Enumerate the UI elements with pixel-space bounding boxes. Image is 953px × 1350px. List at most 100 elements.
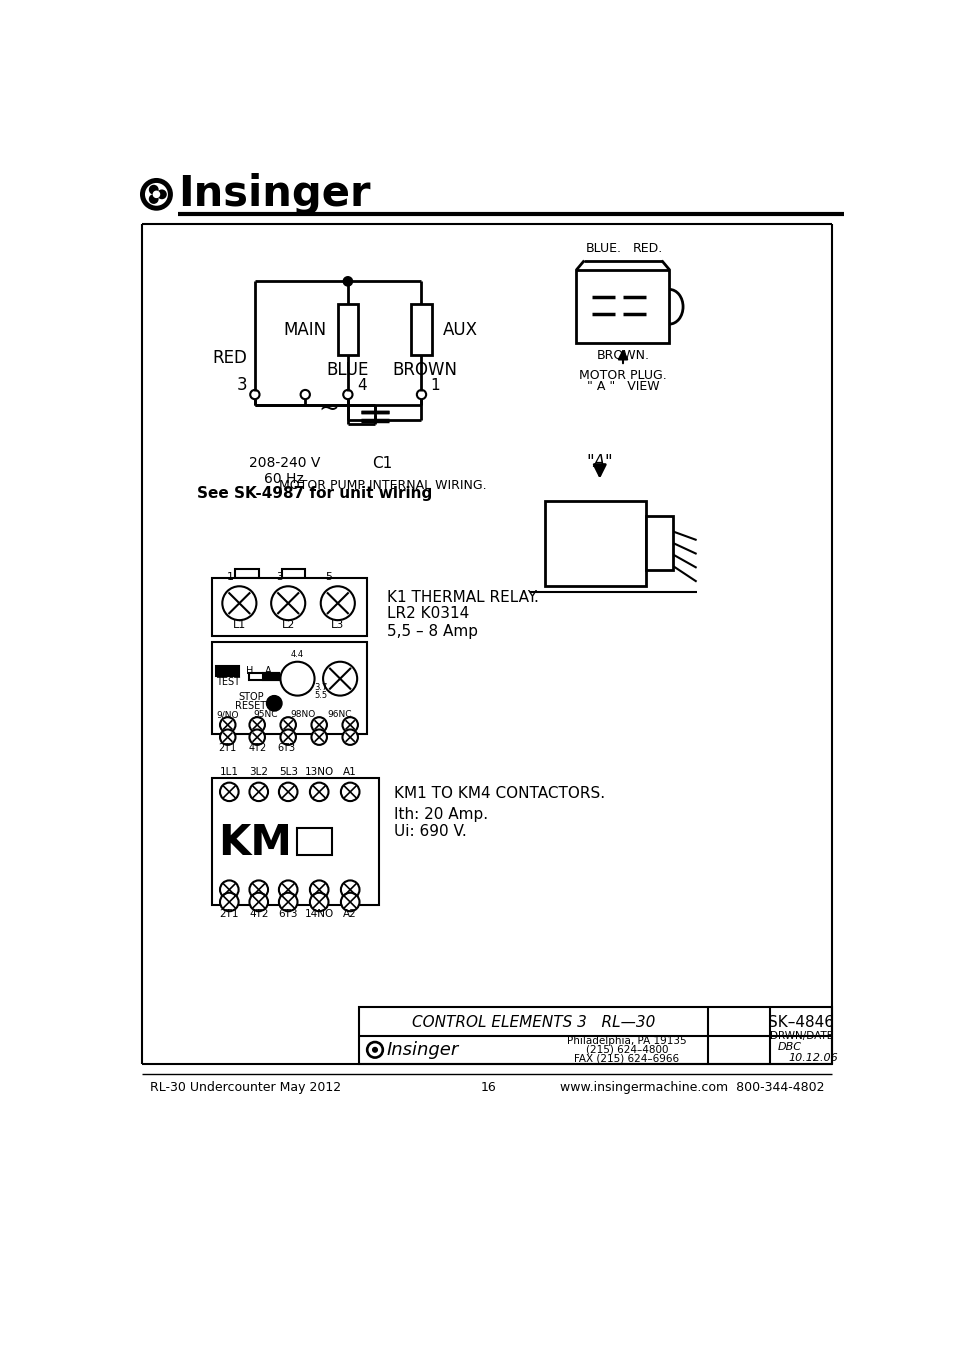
Text: 5,5 – 8 Amp: 5,5 – 8 Amp	[386, 624, 477, 639]
Circle shape	[300, 390, 310, 400]
Text: 1L1: 1L1	[219, 767, 238, 776]
Text: 4: 4	[356, 378, 366, 393]
Text: Insinger: Insinger	[178, 173, 371, 216]
Circle shape	[343, 277, 353, 286]
Bar	[359, 1007, 831, 1064]
Circle shape	[367, 1042, 382, 1057]
Bar	[235, 568, 258, 578]
Circle shape	[220, 717, 235, 733]
Text: See SK-4987 for unit wiring: See SK-4987 for unit wiring	[196, 486, 432, 501]
Text: A2: A2	[343, 910, 356, 919]
Text: C1: C1	[373, 456, 393, 471]
Circle shape	[220, 892, 238, 911]
Text: KM1 TO KM4 CONTACTORS.: KM1 TO KM4 CONTACTORS.	[394, 786, 605, 801]
Circle shape	[266, 695, 282, 711]
Text: 10.12.06: 10.12.06	[787, 1053, 837, 1064]
Text: H: H	[246, 666, 253, 676]
Circle shape	[280, 717, 295, 733]
Bar	[645, 516, 673, 570]
Text: RESET: RESET	[235, 701, 266, 710]
Bar	[576, 270, 669, 343]
Circle shape	[340, 880, 359, 899]
Bar	[282, 568, 305, 578]
Text: 5.5: 5.5	[314, 691, 327, 701]
Text: 5L3: 5L3	[278, 767, 297, 776]
Circle shape	[310, 880, 328, 899]
Text: Ui: 690 V.: Ui: 690 V.	[394, 825, 467, 840]
Circle shape	[249, 729, 265, 745]
Bar	[212, 641, 367, 734]
Text: DRWN/DATE: DRWN/DATE	[769, 1031, 832, 1041]
Text: "A": "A"	[586, 454, 613, 471]
Text: LR2 K0314: LR2 K0314	[386, 606, 468, 621]
Text: L3: L3	[331, 620, 344, 629]
Text: 16: 16	[480, 1081, 497, 1094]
Text: 5: 5	[325, 571, 332, 582]
Circle shape	[311, 729, 327, 745]
Circle shape	[373, 1048, 377, 1052]
Text: MOTOR PLUG.: MOTOR PLUG.	[578, 369, 666, 382]
Circle shape	[311, 717, 327, 733]
Bar	[249, 672, 278, 680]
Circle shape	[150, 186, 157, 193]
Circle shape	[158, 190, 166, 198]
Text: AUX: AUX	[443, 321, 477, 339]
Text: MOTOR PUMP INTERNAL WIRING.: MOTOR PUMP INTERNAL WIRING.	[278, 479, 486, 491]
Text: 1: 1	[227, 571, 233, 582]
Text: KM: KM	[217, 822, 292, 864]
Text: 95NC: 95NC	[253, 710, 277, 720]
Circle shape	[249, 717, 265, 733]
Circle shape	[222, 586, 256, 620]
Text: K1 THERMAL RELAY.: K1 THERMAL RELAY.	[386, 590, 537, 605]
Circle shape	[249, 783, 268, 801]
Text: SK–4846: SK–4846	[767, 1015, 833, 1030]
Circle shape	[320, 586, 355, 620]
Circle shape	[250, 390, 259, 400]
Bar	[212, 778, 378, 904]
Text: L1: L1	[233, 620, 246, 629]
Text: A: A	[265, 666, 271, 676]
Text: 96NC: 96NC	[328, 710, 352, 720]
Text: Ith: 20 Amp.: Ith: 20 Amp.	[394, 807, 488, 822]
Circle shape	[220, 729, 235, 745]
Text: 3: 3	[236, 377, 247, 394]
Text: 2T1: 2T1	[219, 910, 239, 919]
Bar	[545, 501, 645, 586]
Circle shape	[310, 783, 328, 801]
Text: ~: ~	[317, 397, 338, 420]
Circle shape	[310, 892, 328, 911]
Circle shape	[280, 729, 295, 745]
Text: L2: L2	[281, 620, 294, 629]
Circle shape	[340, 892, 359, 911]
Circle shape	[280, 662, 314, 695]
Circle shape	[343, 390, 353, 400]
Bar	[411, 305, 431, 355]
Text: 6T3: 6T3	[277, 743, 295, 753]
Circle shape	[369, 1045, 380, 1056]
Circle shape	[278, 880, 297, 899]
Text: RED: RED	[212, 350, 247, 367]
Text: 2T1: 2T1	[218, 743, 236, 753]
Text: Philadelphia, PA 19135: Philadelphia, PA 19135	[566, 1037, 686, 1046]
Text: STOP: STOP	[238, 693, 264, 702]
Text: DBC: DBC	[778, 1042, 801, 1053]
Circle shape	[142, 180, 171, 209]
Text: BROWN.: BROWN.	[596, 348, 649, 362]
Text: 14NO: 14NO	[304, 910, 334, 919]
Bar	[297, 828, 332, 855]
Text: FAX (215) 624–6966: FAX (215) 624–6966	[574, 1053, 679, 1064]
Text: 4.4: 4.4	[291, 649, 304, 659]
Text: 4T2: 4T2	[249, 910, 268, 919]
Text: (215) 624–4800: (215) 624–4800	[585, 1045, 667, 1054]
Circle shape	[249, 892, 268, 911]
Circle shape	[416, 390, 426, 400]
Text: 4T2: 4T2	[248, 743, 266, 753]
Text: RL-30 Undercounter May 2012: RL-30 Undercounter May 2012	[150, 1081, 341, 1094]
Circle shape	[220, 783, 238, 801]
Text: 1: 1	[431, 378, 440, 393]
Circle shape	[146, 185, 167, 204]
Text: 3.7: 3.7	[314, 683, 328, 693]
Text: " A "   VIEW: " A " VIEW	[586, 379, 659, 393]
Bar	[337, 305, 357, 355]
Bar	[212, 578, 367, 636]
